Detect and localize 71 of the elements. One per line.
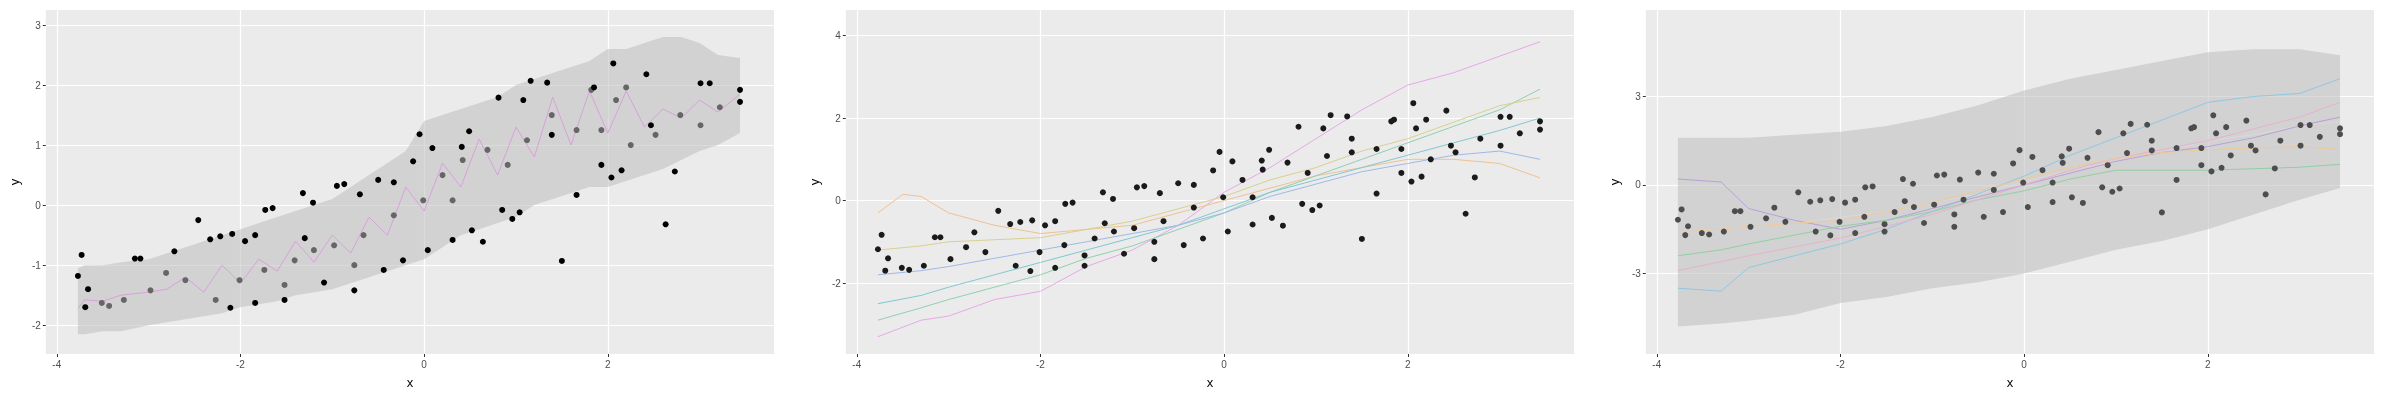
point [627, 142, 634, 149]
y-tick-label: -3 [1631, 267, 1642, 279]
y-axis-title: y [807, 178, 822, 186]
x-tick-label: 2 [605, 358, 612, 370]
line-series [1677, 163, 2341, 257]
x-tick-label: -4 [1652, 358, 1662, 370]
point [449, 197, 456, 204]
y-tick-label: 2 [35, 79, 42, 91]
point [212, 296, 219, 303]
point [281, 281, 288, 288]
x-tick-label: 0 [2021, 358, 2028, 370]
y-tick-label: -2 [831, 277, 842, 289]
line-series [877, 158, 1541, 235]
point [106, 302, 113, 309]
y-tick-label: 0 [1635, 179, 1642, 191]
point [331, 242, 338, 249]
x-tick-label: -4 [852, 358, 862, 370]
point [523, 137, 530, 144]
point [548, 112, 555, 119]
line-series [877, 117, 1541, 305]
x-tick-label: -4 [52, 358, 62, 370]
point [623, 84, 630, 91]
x-tick-label: 0 [1221, 358, 1228, 370]
point [360, 232, 367, 239]
point [261, 266, 268, 273]
point [420, 197, 427, 204]
x-axis-title: x [2006, 375, 2014, 390]
line-series [877, 150, 1541, 276]
point [98, 299, 105, 306]
point [652, 131, 659, 138]
point [504, 161, 511, 168]
y-tick-label: 1 [35, 139, 42, 151]
point [716, 104, 723, 111]
point [677, 112, 684, 119]
point [459, 157, 466, 164]
point [291, 257, 298, 264]
y-tick-label: 0 [35, 199, 42, 211]
line-series [877, 41, 1541, 338]
y-tick-label: 3 [35, 19, 42, 31]
y-tick-label: 3 [1635, 90, 1642, 102]
y-tick-label: -2 [31, 319, 42, 331]
line-series [877, 88, 1541, 321]
y-tick-label: 0 [835, 195, 842, 207]
point [697, 122, 704, 129]
point [182, 277, 189, 284]
x-tick-label: -2 [1836, 358, 1846, 370]
line-series [1677, 101, 2341, 272]
line-series [1677, 78, 2341, 292]
point [120, 296, 127, 303]
point [236, 277, 243, 284]
y-axis-title: y [1607, 178, 1622, 186]
point [351, 262, 358, 269]
y-tick-label: 4 [835, 30, 842, 42]
point [598, 127, 605, 134]
point [163, 269, 170, 276]
x-tick-label: -2 [1036, 358, 1046, 370]
point [439, 172, 446, 179]
x-tick-label: 2 [2205, 358, 2212, 370]
y-tick-label: 2 [835, 112, 842, 124]
x-tick-label: 0 [421, 358, 428, 370]
x-tick-label: -2 [236, 358, 246, 370]
x-tick-label: 2 [1405, 358, 1412, 370]
point [390, 212, 397, 219]
point [484, 146, 491, 153]
point [573, 127, 580, 134]
point [613, 97, 620, 104]
y-axis-title: y [7, 178, 22, 186]
point [310, 247, 317, 254]
x-axis-title: x [406, 375, 414, 390]
x-axis-title: x [1206, 375, 1214, 390]
y-tick-label: -1 [31, 259, 42, 271]
